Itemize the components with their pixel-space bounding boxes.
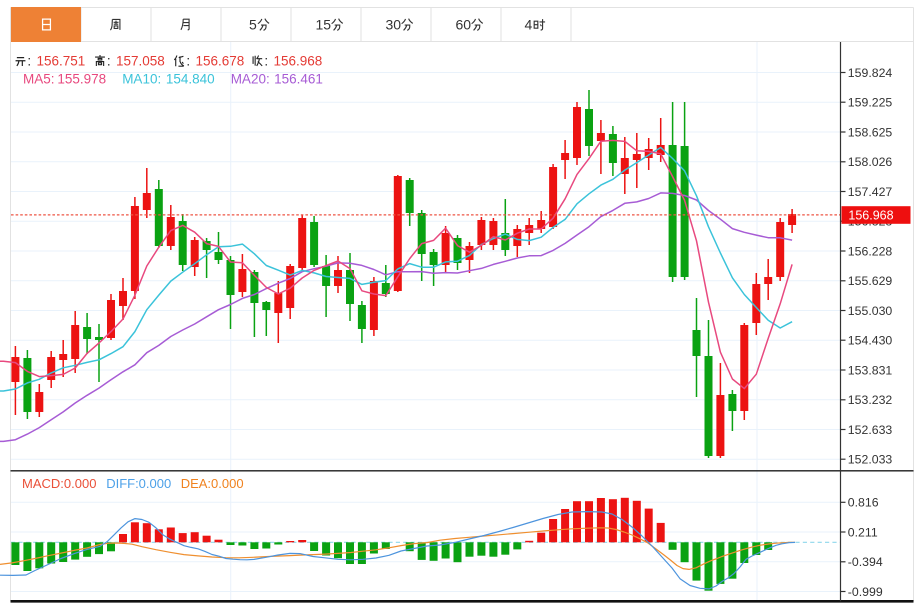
svg-text:159.824: 159.824 bbox=[848, 66, 893, 80]
svg-text:0.211: 0.211 bbox=[848, 525, 878, 539]
svg-text::: : bbox=[107, 54, 111, 69]
svg-text:-0.999: -0.999 bbox=[848, 585, 883, 599]
svg-text:155.978: 155.978 bbox=[57, 71, 106, 86]
svg-text:156.461: 156.461 bbox=[274, 71, 323, 86]
svg-text:154.840: 154.840 bbox=[166, 71, 215, 86]
svg-text:152.633: 152.633 bbox=[848, 423, 893, 437]
svg-text:153.831: 153.831 bbox=[848, 363, 893, 377]
svg-text:5: 5 bbox=[249, 17, 257, 33]
svg-text:30: 30 bbox=[386, 17, 402, 33]
svg-text::: : bbox=[27, 54, 31, 69]
svg-text:-0.394: -0.394 bbox=[848, 555, 883, 569]
svg-text:DIFF:0.000: DIFF:0.000 bbox=[106, 476, 171, 491]
svg-text:156.751: 156.751 bbox=[37, 54, 86, 69]
svg-text::: : bbox=[264, 54, 268, 69]
svg-text:15: 15 bbox=[316, 17, 332, 33]
svg-text:153.232: 153.232 bbox=[848, 393, 893, 407]
svg-text:154.430: 154.430 bbox=[848, 334, 893, 348]
svg-text:159.225: 159.225 bbox=[848, 96, 893, 110]
svg-text:156.228: 156.228 bbox=[848, 244, 893, 258]
svg-text:MA10:: MA10: bbox=[122, 71, 161, 86]
svg-text:155.030: 155.030 bbox=[848, 304, 893, 318]
svg-text:DEA:0.000: DEA:0.000 bbox=[181, 476, 244, 491]
svg-text:157.427: 157.427 bbox=[848, 185, 893, 199]
svg-text:4: 4 bbox=[525, 17, 533, 33]
svg-text:60: 60 bbox=[456, 17, 472, 33]
svg-text:156.678: 156.678 bbox=[196, 54, 245, 69]
svg-text:158.625: 158.625 bbox=[848, 125, 893, 139]
svg-text:156.968: 156.968 bbox=[848, 209, 893, 223]
svg-text:MACD:0.000: MACD:0.000 bbox=[22, 476, 96, 491]
svg-text:157.058: 157.058 bbox=[116, 54, 165, 69]
svg-text:MA20:: MA20: bbox=[231, 71, 270, 86]
svg-text:152.033: 152.033 bbox=[848, 453, 893, 467]
svg-text:155.629: 155.629 bbox=[848, 274, 893, 288]
svg-text:MA5:: MA5: bbox=[23, 71, 55, 86]
svg-text:0.816: 0.816 bbox=[848, 496, 879, 510]
svg-text:156.968: 156.968 bbox=[274, 54, 323, 69]
svg-text::: : bbox=[186, 54, 190, 69]
svg-text:158.026: 158.026 bbox=[848, 155, 893, 169]
